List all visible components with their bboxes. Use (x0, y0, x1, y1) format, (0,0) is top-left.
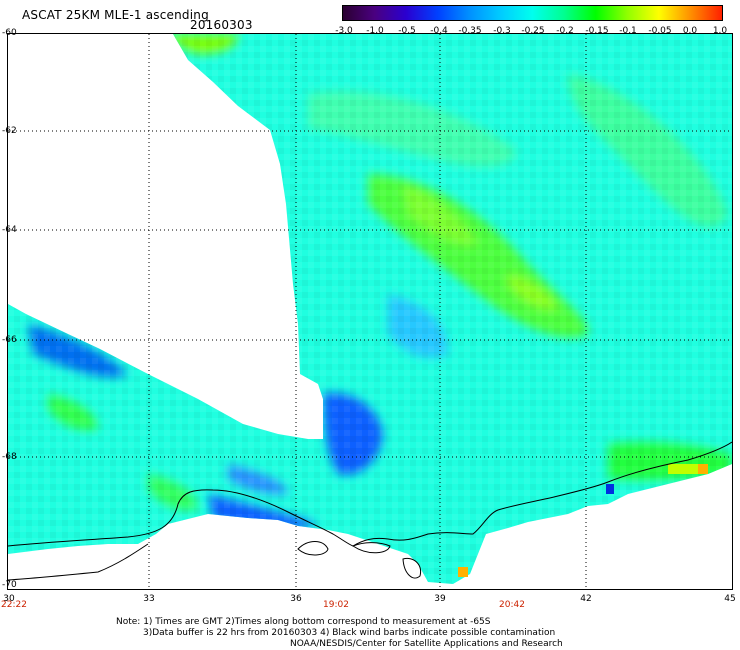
scale-label: -1.0 (366, 26, 384, 36)
scale-label: 0.0 (682, 26, 698, 36)
lon-label: 33 (143, 594, 155, 604)
lon-label: 39 (434, 594, 446, 604)
scale-label: -0.4 (430, 26, 448, 36)
lat-label: -66 (2, 335, 17, 345)
note-line-1: Note: 1) Times are GMT 2)Times along bot… (116, 617, 491, 627)
lat-label: -68 (2, 452, 17, 462)
lat-label: -60 (2, 28, 17, 38)
coastline-island (351, 542, 391, 554)
note-line-2: 3)Data buffer is 22 hrs from 20160303 4)… (143, 628, 556, 638)
color-scale-bar (342, 5, 723, 21)
coastline (8, 441, 732, 547)
yellow-cell (668, 464, 698, 474)
time-label: 22:22 (1, 600, 27, 610)
scale-label: -0.2 (556, 26, 574, 36)
scale-label: -0.1 (619, 26, 637, 36)
map-panel (7, 33, 733, 590)
lon-label: 36 (290, 594, 302, 604)
scale-label: -0.35 (458, 26, 482, 36)
lat-label: -62 (2, 126, 17, 136)
scale-label: 1.0 (712, 26, 728, 36)
blue-cell (606, 484, 614, 494)
lat-label: -64 (2, 225, 17, 235)
scale-label: -0.15 (585, 26, 609, 36)
scale-label: -0.05 (648, 26, 672, 36)
orange-cell (698, 464, 708, 474)
lat-label: -70 (2, 580, 17, 590)
product-title: ASCAT 25KM MLE-1 ascending (22, 8, 209, 22)
lon-label: 45 (724, 594, 736, 604)
date-title: 20160303 (190, 18, 253, 32)
ice-map (8, 34, 732, 589)
grid-lines (8, 34, 732, 589)
orange-cell (458, 567, 468, 577)
scale-label: -3.0 (335, 26, 353, 36)
note-line-3: NOAA/NESDIS/Center for Satellite Applica… (290, 639, 563, 649)
coastline-island (297, 541, 329, 556)
lon-label: 30 (3, 594, 15, 604)
time-label: 19:02 (323, 600, 349, 610)
coastline (8, 543, 149, 581)
scale-label: -0.3 (493, 26, 511, 36)
scale-label: -0.25 (521, 26, 545, 36)
coastline-island (402, 557, 422, 579)
lon-label: 42 (580, 594, 592, 604)
time-label: 20:42 (499, 600, 525, 610)
scale-label: -0.5 (398, 26, 416, 36)
